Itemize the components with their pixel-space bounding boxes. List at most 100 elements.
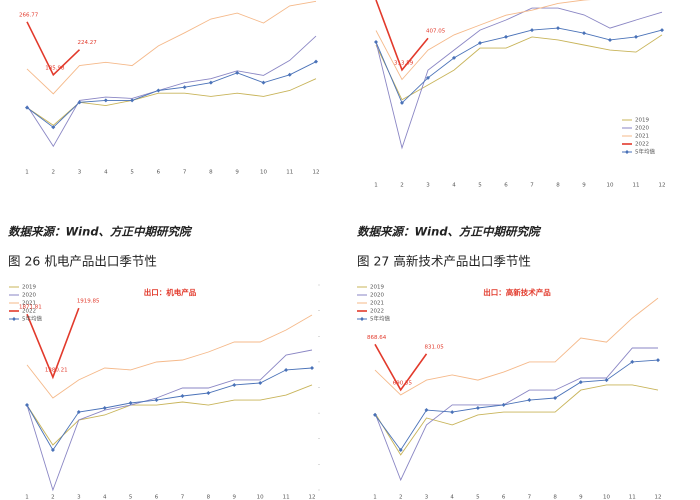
point-marker (578, 380, 583, 385)
point-marker (660, 28, 664, 33)
legend-label: 2021 (22, 301, 36, 307)
data-label: 407.05 (426, 29, 446, 35)
point-marker (556, 26, 560, 31)
series-line (375, 0, 429, 72)
plot: 500 700 900 1100 1300 1500 1700 1900 2100 (25, 283, 338, 492)
point-marker (424, 408, 429, 413)
x-tick-label: 9 (235, 170, 239, 176)
legend-marker (12, 317, 16, 321)
legend-label: 2022 (635, 142, 649, 148)
series-line (26, 0, 317, 95)
x-tick-label: 11 (633, 183, 640, 189)
legend-label: 2022 (22, 309, 36, 315)
plot: 0 100 200 300 400 500 (374, 0, 694, 150)
data-label: 831.05 (424, 344, 444, 350)
y-tick-label: 250 (343, 30, 354, 36)
x-tick-label: 3 (78, 170, 82, 176)
legend-label: 2019 (22, 285, 36, 291)
point-marker (232, 382, 237, 387)
y-tick-label: 1000 (676, 308, 690, 314)
x-tick-label: 1 (374, 183, 378, 189)
legend-label: 2021 (370, 301, 384, 307)
y-tick-label: 500 (683, 4, 694, 10)
point-marker (284, 367, 289, 372)
y-tick-label: 1500 (324, 359, 338, 365)
series-line (26, 61, 317, 128)
x-tick-label: 11 (629, 495, 636, 500)
x-tick-label: 7 (528, 495, 532, 500)
point-marker (76, 409, 81, 414)
point-marker (530, 28, 534, 33)
x-tick-label: 7 (530, 183, 534, 189)
x-tick-label: 4 (104, 170, 108, 176)
x-tick-label: 4 (103, 495, 107, 500)
point-marker (374, 39, 378, 44)
x-tick-label: 12 (313, 170, 320, 176)
plot: 50 100 150 200 250 300 (25, 0, 354, 148)
legend-label: 2019 (370, 285, 384, 291)
x-tick-label: 12 (655, 495, 662, 500)
y-tick-label: 700 (676, 385, 687, 391)
x-tick-label: 8 (209, 170, 213, 176)
point-marker (130, 98, 135, 103)
data-label: 690.55 (393, 380, 413, 386)
x-tick-label: 3 (425, 495, 429, 500)
source-note: 数据来源：Wind、方正中期研究院 (8, 225, 193, 239)
point-marker (582, 31, 586, 36)
series-line (375, 34, 663, 101)
chart-title: 出口：高新技术产品 (483, 287, 551, 297)
series-line (26, 307, 80, 380)
x-tick-label: 2 (399, 495, 403, 500)
legend-label: 2019 (635, 118, 649, 124)
source-note: 数据来源：Wind、方正中期研究院 (357, 225, 542, 239)
point-marker (25, 403, 29, 408)
point-marker (314, 59, 318, 64)
x-tick-label: 4 (450, 495, 454, 500)
point-marker (103, 98, 108, 103)
point-marker (156, 88, 161, 93)
y-tick-label: 900 (324, 436, 335, 442)
legend-label: 5年均值 (635, 148, 655, 156)
x-tick-label: 10 (260, 170, 267, 176)
point-marker (504, 34, 508, 39)
x-tick-label: 5 (478, 183, 482, 189)
legend-label: 2020 (635, 126, 649, 132)
x-tick-label: 3 (426, 183, 430, 189)
y-tick-label: 400 (683, 38, 694, 44)
x-tick-label: 8 (553, 495, 557, 500)
y-tick-label: 150 (343, 96, 354, 102)
x-tick-label: 12 (309, 495, 316, 500)
point-marker (310, 366, 314, 371)
point-marker (656, 358, 660, 363)
legend-label: 2022 (370, 309, 384, 315)
x-tick-label: 10 (257, 495, 264, 500)
legend-marker (360, 317, 364, 321)
point-marker (25, 105, 29, 110)
legend-label: 2021 (635, 134, 649, 140)
series-line (375, 27, 663, 104)
x-tick-label: 7 (183, 170, 187, 176)
x-tick-label: 5 (129, 495, 133, 500)
data-label: 185.98 (45, 65, 65, 71)
point-marker (208, 80, 213, 85)
x-tick-label: 4 (452, 183, 456, 189)
legend-label: 5年均值 (22, 315, 42, 323)
x-tick-label: 5 (130, 170, 134, 176)
point-marker (398, 448, 403, 453)
series-line (26, 384, 313, 446)
point-marker (634, 34, 638, 39)
series-line (26, 314, 313, 399)
point-marker (235, 70, 240, 75)
y-tick-label: 900 (676, 334, 687, 340)
data-label: 224.27 (78, 40, 98, 46)
data-label: 266.77 (19, 12, 39, 18)
plot: 300 400 500 600 700 800 900 1000 1100 (373, 297, 690, 482)
y-tick-label: 2100 (324, 283, 338, 289)
y-tick-label: 200 (343, 63, 354, 69)
series-line (374, 347, 658, 482)
x-tick-label: 6 (157, 170, 161, 176)
x-tick-label: 1 (25, 170, 29, 176)
series-line (26, 78, 317, 126)
data-label: 1871.81 (19, 305, 42, 311)
point-marker (630, 359, 635, 364)
